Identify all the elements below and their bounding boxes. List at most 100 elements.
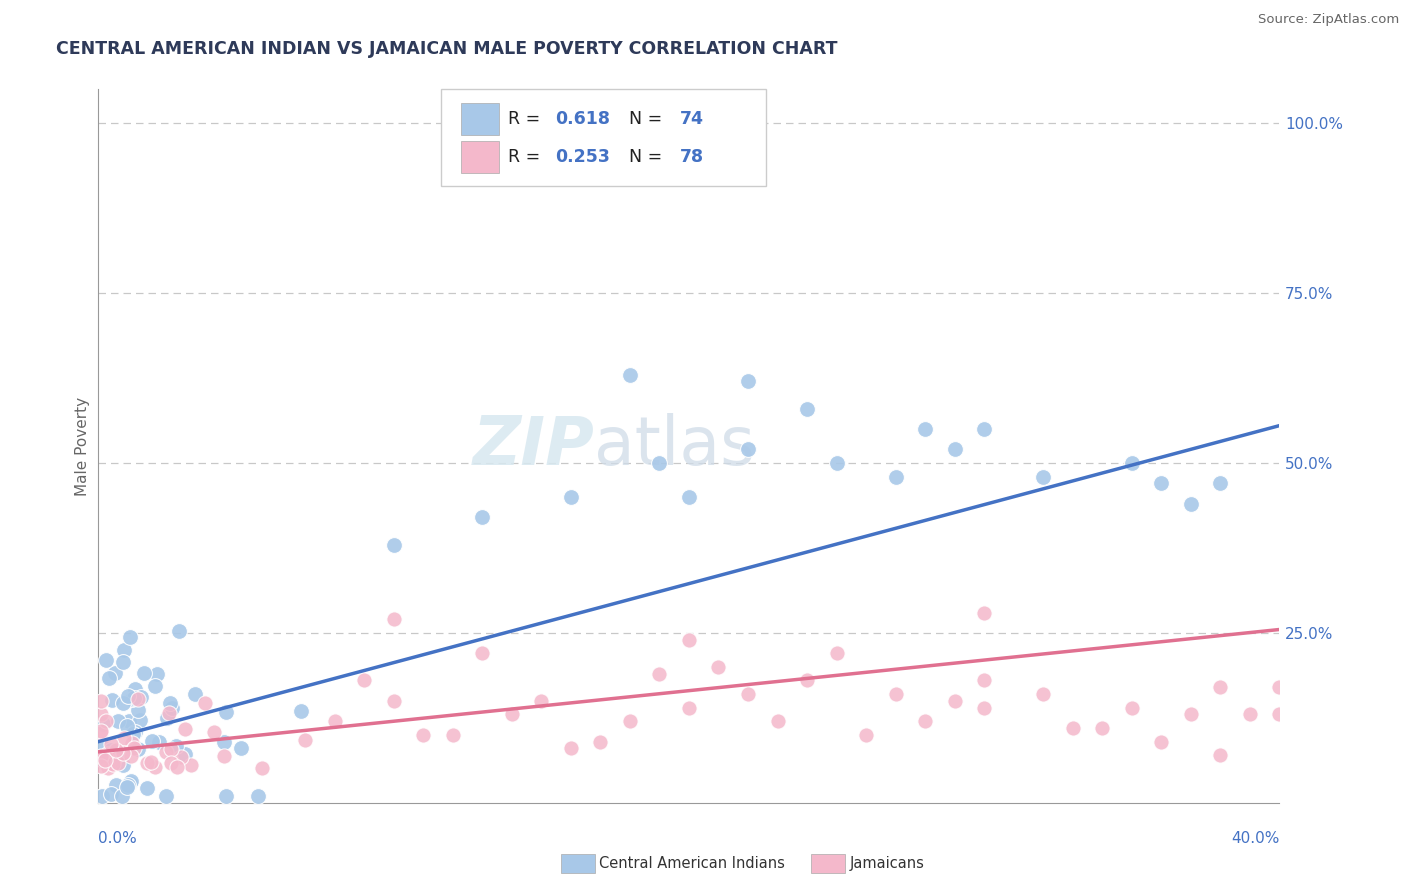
Point (229, 740, 252, 755)
Point (170, 749, 193, 764)
Point (110, 789, 132, 803)
Point (159, 696, 181, 710)
Point (471, 510, 494, 524)
Point (160, 741, 183, 756)
Point (90, 725, 112, 739)
Point (825, 646, 848, 660)
Point (441, 728, 464, 742)
Point (214, 735, 236, 749)
Point (105, 778, 128, 792)
Point (107, 714, 129, 729)
Point (111, 758, 134, 772)
Text: N =: N = (628, 148, 668, 166)
Point (124, 682, 146, 697)
Point (156, 711, 179, 725)
Point (560, 490, 582, 504)
Text: 0.0%: 0.0% (98, 831, 138, 847)
Point (973, 606, 995, 620)
Point (91, 716, 114, 731)
Point (294, 733, 316, 747)
Point (973, 673, 995, 688)
FancyBboxPatch shape (461, 141, 499, 173)
Point (180, 758, 202, 772)
Point (215, 705, 238, 719)
Text: Jamaicans: Jamaicans (849, 856, 924, 871)
Point (115, 780, 138, 794)
Point (382, 612, 405, 626)
Point (91, 789, 114, 803)
Point (1032, 469, 1054, 483)
Point (943, 694, 966, 708)
Point (246, 789, 269, 803)
Point (167, 624, 190, 639)
Point (212, 748, 235, 763)
Point (766, 714, 789, 729)
Point (122, 726, 145, 740)
Point (127, 692, 149, 706)
Point (648, 456, 671, 470)
Point (382, 694, 405, 708)
Point (115, 719, 138, 733)
Point (101, 693, 124, 707)
Point (412, 728, 434, 742)
Point (100, 787, 122, 801)
Point (104, 666, 127, 681)
Text: Source: ZipAtlas.com: Source: ZipAtlas.com (1258, 13, 1399, 27)
Point (129, 690, 152, 704)
Point (619, 714, 641, 729)
Point (619, 368, 641, 382)
Text: R =: R = (508, 111, 546, 128)
Point (678, 490, 700, 504)
Point (884, 687, 907, 701)
Point (323, 714, 346, 729)
Point (173, 722, 195, 736)
Point (141, 755, 163, 769)
Point (90, 748, 112, 763)
Point (914, 714, 936, 729)
Point (290, 704, 312, 718)
Point (1150, 476, 1173, 491)
Point (104, 748, 127, 763)
Point (132, 665, 155, 680)
Point (101, 753, 124, 767)
Point (943, 442, 966, 457)
Point (1209, 476, 1232, 491)
Point (184, 687, 207, 701)
Point (148, 735, 170, 749)
Point (90, 693, 112, 707)
Y-axis label: Male Poverty: Male Poverty (75, 396, 90, 496)
Point (1121, 700, 1143, 714)
Point (97, 761, 120, 775)
Point (194, 696, 217, 710)
Point (96, 753, 118, 767)
Text: 0.618: 0.618 (555, 111, 610, 128)
Point (96, 751, 118, 765)
Point (157, 706, 180, 720)
Point (560, 741, 582, 756)
Point (884, 469, 907, 483)
Point (100, 737, 122, 751)
Point (90, 723, 112, 738)
Point (215, 789, 238, 803)
Point (737, 375, 759, 389)
Point (1150, 734, 1173, 748)
Point (127, 742, 149, 756)
Point (250, 761, 273, 775)
Point (120, 630, 142, 644)
Point (105, 743, 128, 757)
Point (155, 789, 177, 803)
Point (146, 666, 169, 681)
Point (112, 746, 135, 760)
Point (90, 750, 112, 764)
Point (117, 778, 139, 792)
Point (707, 660, 730, 674)
Point (1209, 680, 1232, 694)
Point (121, 692, 143, 706)
FancyBboxPatch shape (441, 89, 766, 186)
Point (914, 422, 936, 436)
Text: 74: 74 (679, 111, 703, 128)
Point (471, 646, 494, 660)
Point (101, 757, 124, 772)
Point (648, 666, 671, 681)
Point (1239, 707, 1261, 722)
